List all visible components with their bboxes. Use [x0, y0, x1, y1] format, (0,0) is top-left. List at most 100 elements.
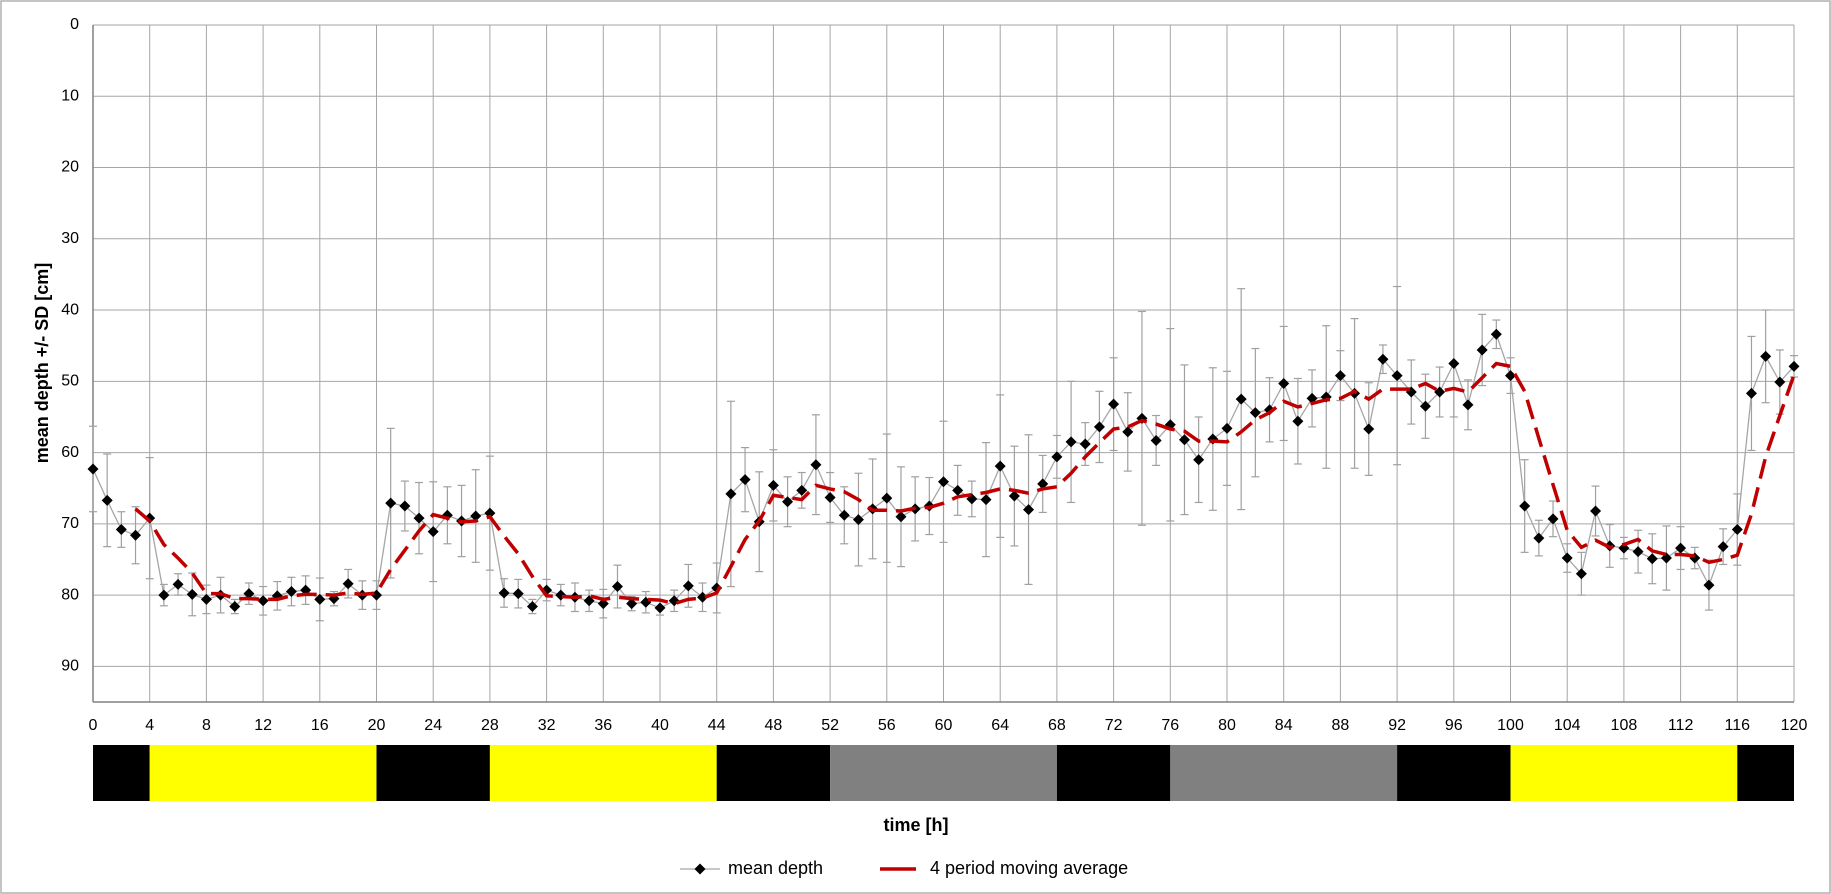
marker	[1221, 422, 1233, 434]
marker	[1065, 436, 1077, 448]
marker	[1646, 553, 1658, 565]
light-segment	[1510, 745, 1738, 801]
light-segment	[830, 745, 1057, 801]
marker	[186, 588, 198, 600]
x-tick-label: 96	[1445, 717, 1463, 734]
marker	[1490, 328, 1502, 340]
x-tick-label: 8	[202, 717, 211, 734]
x-tick-label: 68	[1048, 717, 1066, 734]
x-tick-label: 56	[878, 717, 896, 734]
marker	[938, 476, 949, 488]
marker	[796, 484, 808, 496]
marker	[1023, 504, 1035, 516]
marker	[101, 494, 113, 506]
marker	[895, 511, 907, 523]
marker	[1419, 400, 1431, 412]
marker	[1462, 399, 1474, 411]
marker	[1363, 423, 1375, 435]
light-segment	[376, 745, 490, 801]
marker	[172, 578, 184, 590]
x-tick-label: 12	[254, 717, 272, 734]
y-tick-label: 40	[61, 301, 79, 318]
marker	[1675, 542, 1687, 554]
y-axis-title: mean depth +/- SD [cm]	[32, 263, 52, 464]
x-tick-label: 80	[1218, 717, 1236, 734]
x-tick-label: 48	[765, 717, 783, 734]
marker	[1108, 398, 1120, 410]
marker	[1037, 478, 1049, 490]
marker	[1008, 490, 1020, 502]
marker	[512, 588, 524, 600]
marker	[597, 598, 609, 610]
marker	[810, 459, 822, 471]
x-tick-label: 108	[1611, 717, 1638, 734]
marker	[498, 587, 510, 599]
x-tick-label: 16	[311, 717, 329, 734]
marker	[1278, 377, 1290, 389]
x-tick-label: 120	[1781, 717, 1808, 734]
marker	[1590, 505, 1602, 517]
marker	[342, 578, 354, 590]
marker	[1561, 552, 1573, 564]
marker	[1703, 579, 1715, 591]
marker	[257, 595, 269, 607]
light-segment	[489, 745, 717, 801]
light-segment	[1737, 745, 1794, 801]
marker	[611, 581, 623, 593]
marker	[1533, 532, 1545, 544]
marker	[1448, 358, 1460, 369]
marker	[200, 593, 212, 605]
x-tick-label: 52	[821, 717, 839, 734]
legend-text: 4 period moving average	[930, 858, 1128, 878]
marker	[1079, 438, 1091, 450]
x-tick-label: 76	[1161, 717, 1179, 734]
y-tick-label: 80	[61, 586, 79, 603]
legend-marker	[694, 863, 706, 875]
y-tick-label: 90	[61, 658, 79, 675]
light-segment	[1170, 745, 1398, 801]
marker	[654, 602, 666, 614]
marker	[1788, 360, 1800, 372]
marker	[980, 494, 992, 506]
y-tick-label: 20	[61, 159, 79, 176]
x-tick-label: 0	[89, 717, 98, 734]
x-tick-label: 40	[651, 717, 669, 734]
marker	[526, 601, 538, 613]
x-tick-label: 64	[991, 717, 1009, 734]
marker	[697, 591, 709, 603]
x-tick-label: 20	[368, 717, 386, 734]
x-tick-label: 92	[1388, 717, 1406, 734]
marker	[1434, 386, 1446, 398]
light-segment	[1397, 745, 1511, 801]
marker	[725, 488, 737, 500]
x-tick-label: 84	[1275, 717, 1293, 734]
moving-average-line	[134, 361, 1796, 606]
marker	[158, 589, 170, 601]
marker	[1717, 541, 1729, 553]
marker	[1760, 350, 1772, 362]
marker	[1334, 370, 1346, 382]
marker	[1391, 370, 1403, 382]
marker	[87, 463, 99, 475]
marker	[838, 509, 850, 521]
marker	[130, 529, 142, 541]
marker	[952, 484, 964, 496]
marker	[243, 588, 255, 600]
marker	[824, 491, 836, 503]
marker	[994, 460, 1006, 472]
marker	[767, 479, 779, 491]
x-tick-label: 88	[1332, 717, 1350, 734]
marker	[782, 496, 794, 508]
y-tick-label: 30	[61, 230, 79, 247]
y-tick-label: 0	[70, 16, 79, 33]
y-tick-label: 50	[61, 373, 79, 390]
y-tick-label: 10	[61, 87, 79, 104]
legend-text: mean depth	[728, 858, 823, 878]
marker	[285, 586, 297, 598]
x-tick-label: 60	[935, 717, 953, 734]
marker	[1349, 387, 1361, 399]
marker	[470, 510, 482, 522]
marker	[1519, 500, 1531, 512]
